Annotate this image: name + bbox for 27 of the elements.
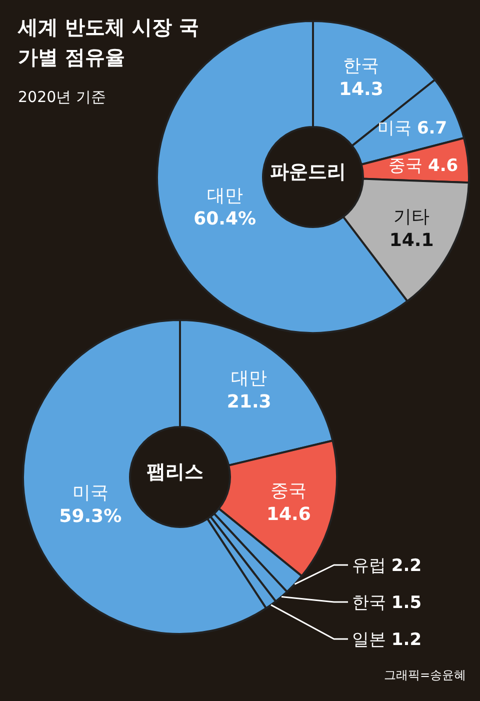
data-label: 59.3%	[59, 506, 122, 527]
data-label: 14.6	[266, 504, 311, 525]
slice-label: 중국	[388, 156, 423, 176]
text: 그래픽=송윤혜	[384, 667, 466, 684]
data-label: 6.7	[416, 118, 448, 138]
data-label: 1.5	[391, 592, 422, 613]
data-label: 2.2	[391, 556, 422, 576]
slice-label: 유럽	[352, 556, 386, 576]
text: 팹리스	[146, 460, 204, 484]
data-label: 14.1	[389, 230, 434, 252]
data-label: 1.2	[391, 630, 422, 650]
slice-label: 미국	[72, 482, 108, 504]
data-label: 21.3	[226, 392, 272, 412]
slice-label: 미국	[378, 118, 412, 138]
text: 파운드리	[269, 160, 347, 184]
text: 2020년 기준	[18, 88, 106, 107]
slice-label: 한국	[343, 56, 380, 77]
slice-label: 대만	[231, 368, 268, 390]
slice-label: 기타	[394, 206, 430, 228]
data-label: 14.3	[338, 78, 384, 100]
slice-label: 일본	[352, 630, 386, 650]
text: 세계 반도체 시장 국가별 점유율	[18, 14, 200, 71]
slice-label: 대만	[206, 185, 243, 206]
data-label: 4.6	[428, 156, 458, 176]
slice-label: 중국	[270, 480, 307, 502]
data-label: 60.4%	[194, 208, 256, 230]
slice-label: 한국	[352, 592, 386, 613]
